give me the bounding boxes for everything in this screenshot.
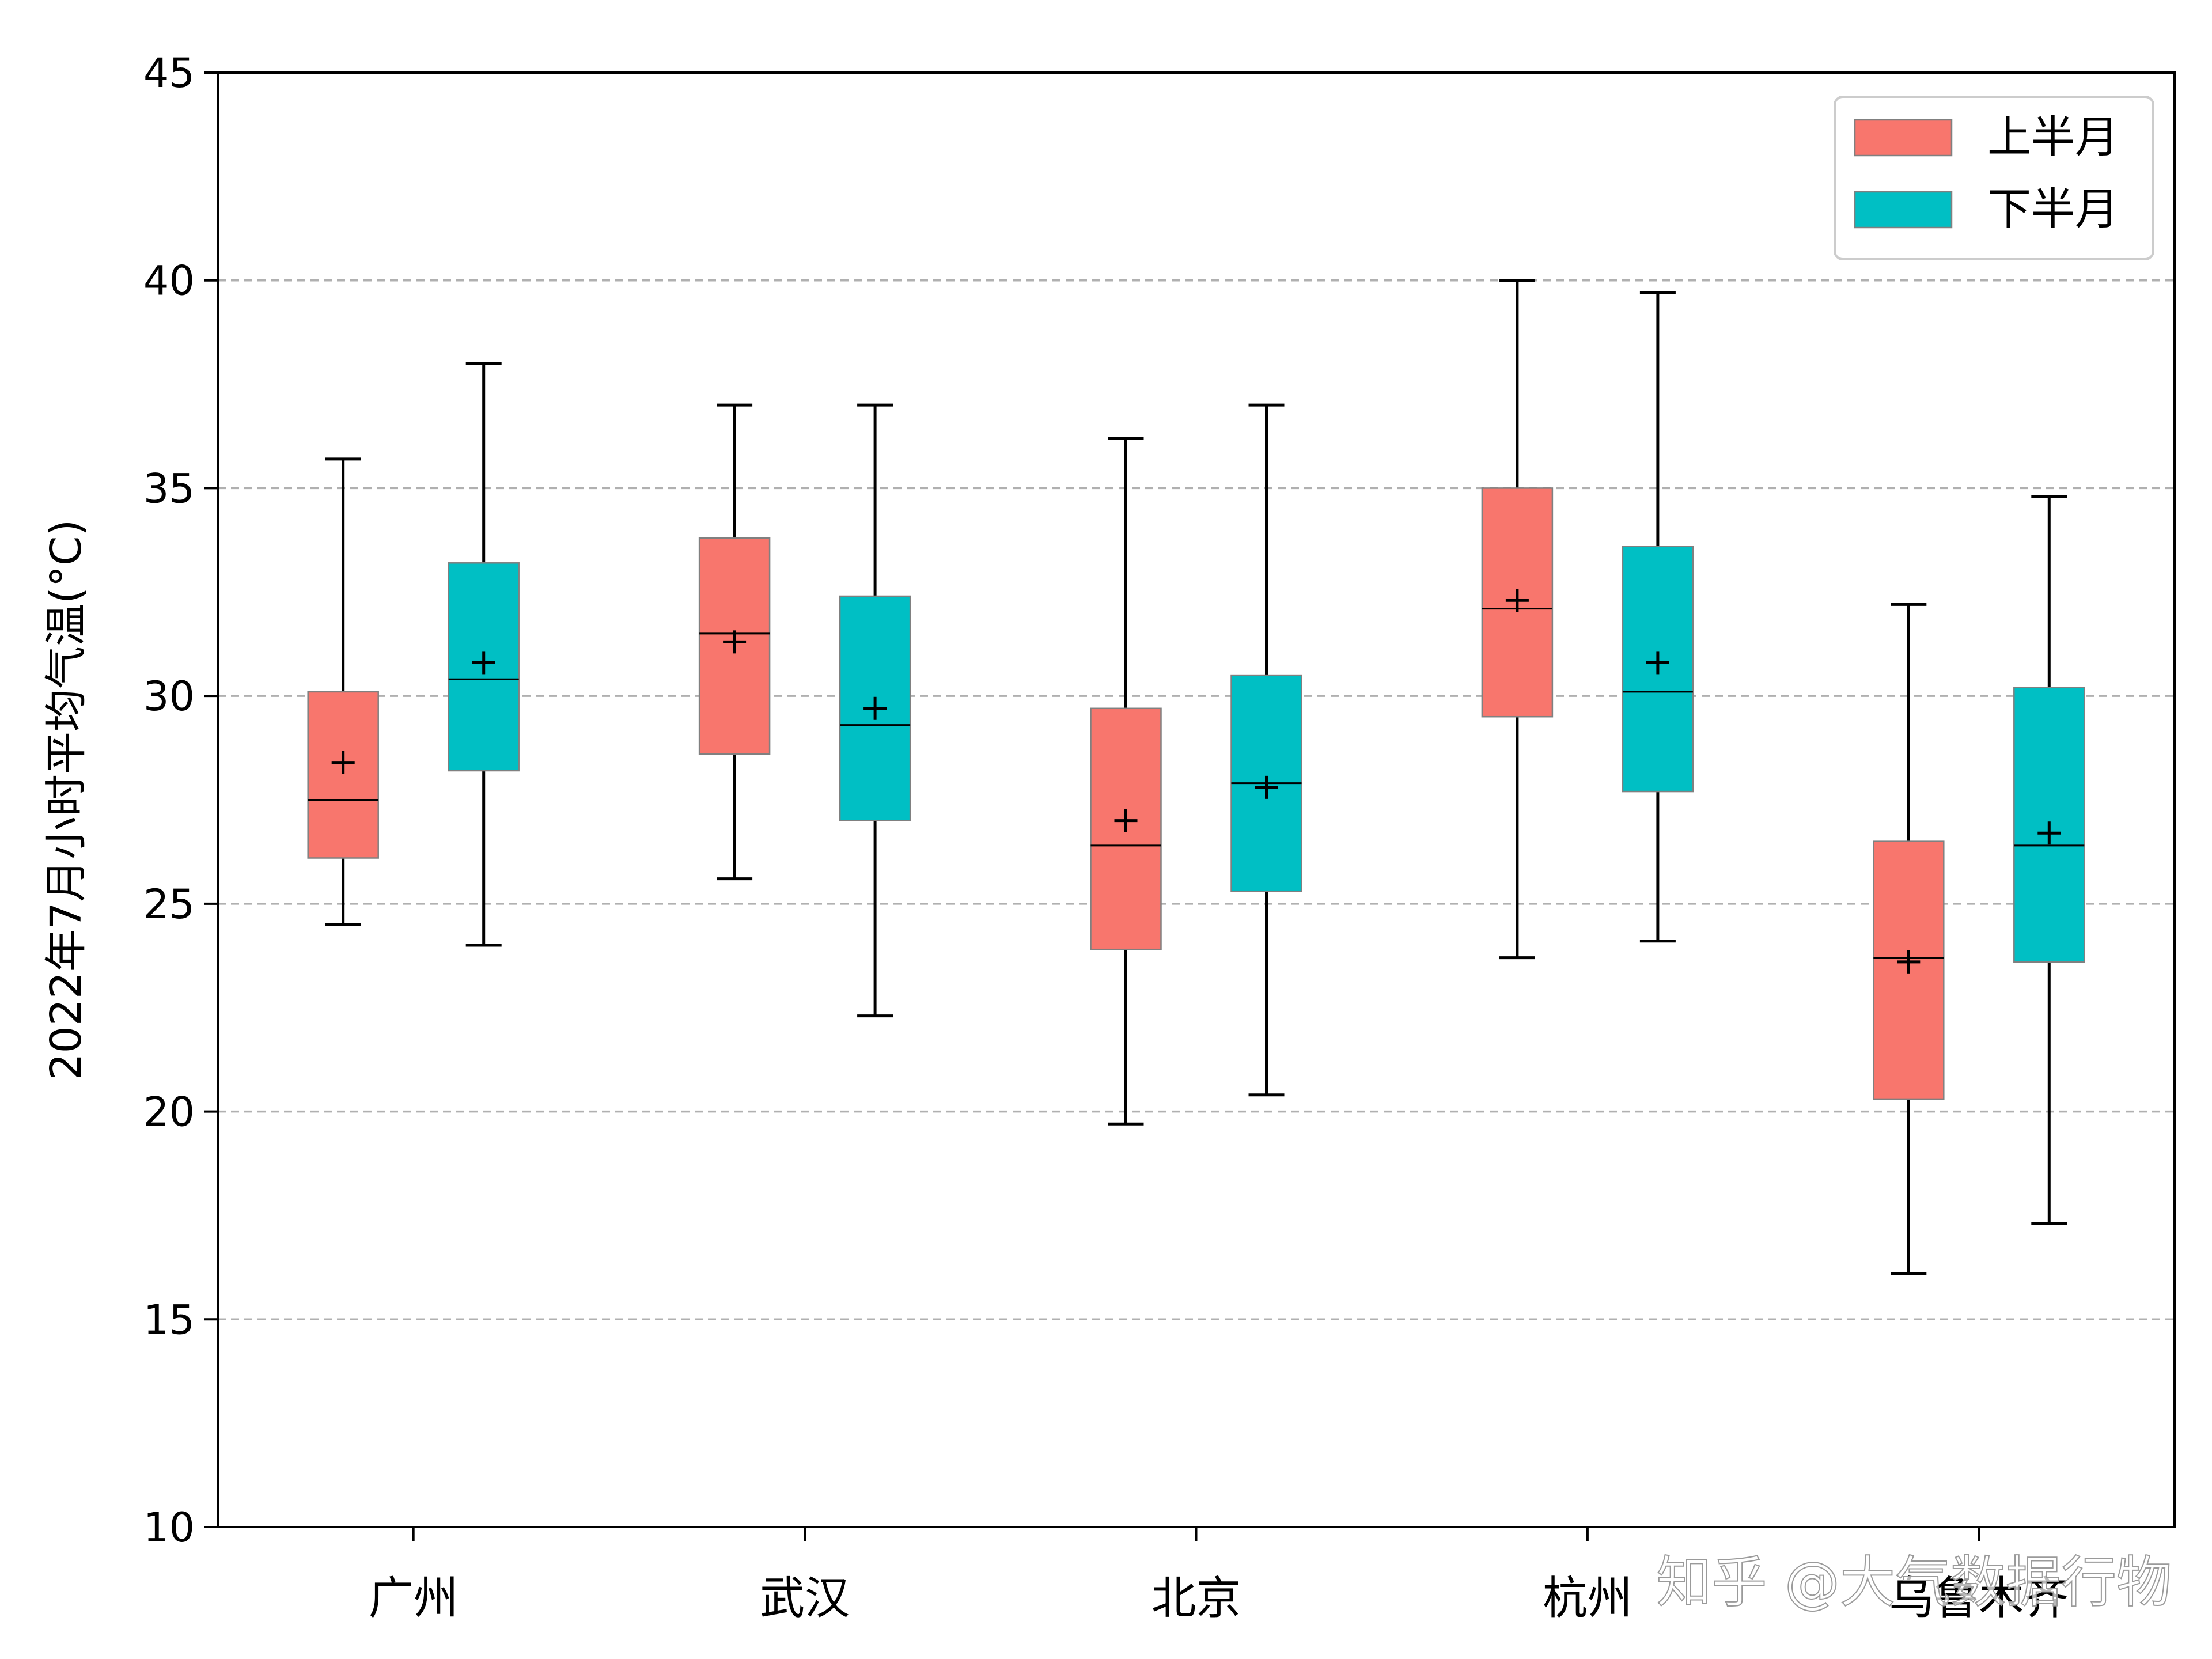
y-axis-title: 2022年7月小时平均气温(°C) — [41, 520, 91, 1081]
x-tick-label: 杭州 — [1543, 1573, 1633, 1624]
y-tick-label: 30 — [143, 673, 195, 720]
y-tick-label: 20 — [143, 1089, 195, 1136]
y-tick-label: 25 — [143, 881, 195, 928]
y-tick-label: 10 — [143, 1504, 195, 1551]
x-tick-label: 广州 — [369, 1573, 459, 1624]
box-group — [1481, 279, 1554, 960]
legend-label: 上半月 — [1987, 111, 2119, 162]
legend-swatch — [1854, 119, 1953, 157]
box-group — [1230, 403, 1302, 1097]
box-group — [839, 403, 911, 1018]
box-group — [448, 362, 520, 947]
gridlines — [218, 279, 2175, 1321]
y-tick-label: 45 — [143, 50, 195, 97]
boxes — [307, 279, 2085, 1275]
watermark-text: 知乎 @大气数据行物 — [1656, 1550, 2172, 1615]
box-group — [1873, 603, 1945, 1275]
box-group — [1090, 437, 1162, 1126]
y-tick-label: 35 — [143, 465, 195, 512]
box-iqr — [307, 691, 379, 859]
y-tick-label: 40 — [143, 257, 195, 305]
axes: 10 15 20 25 30 35 40 45 广州 武汉 北京 杭州 乌鲁木齐 — [143, 50, 2069, 1624]
legend-swatch — [1854, 191, 1953, 229]
box-group — [698, 403, 771, 881]
x-tick-label: 乌鲁木齐 — [1889, 1573, 2069, 1624]
x-tick-label: 北京 — [1151, 1573, 1241, 1624]
legend-label: 下半月 — [1987, 183, 2119, 234]
y-tick-label: 15 — [143, 1296, 195, 1343]
box-group — [1622, 291, 1694, 943]
x-tick-label: 武汉 — [760, 1573, 850, 1624]
box-group — [2013, 495, 2085, 1225]
box-group — [307, 457, 379, 926]
